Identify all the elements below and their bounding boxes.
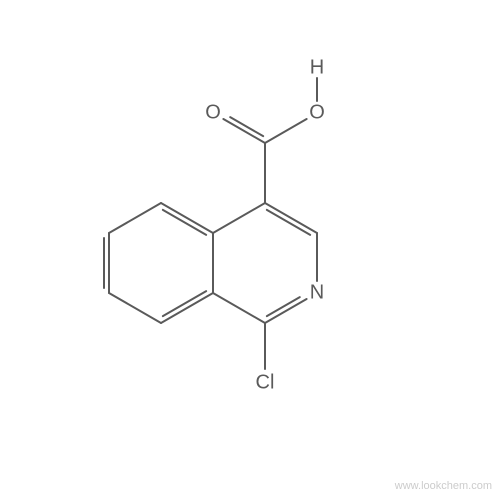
atom-label-h: H — [310, 57, 324, 80]
atom-label-o: O — [309, 102, 325, 125]
bond-layer — [0, 0, 500, 500]
molecule-canvas: NClOOH www.lookchem.com — [0, 0, 500, 500]
atom-label-o: O — [205, 102, 221, 125]
atom-label-n: N — [310, 282, 324, 305]
watermark-text: www.lookchem.com — [395, 480, 492, 492]
atom-label-cl: Cl — [256, 372, 275, 395]
